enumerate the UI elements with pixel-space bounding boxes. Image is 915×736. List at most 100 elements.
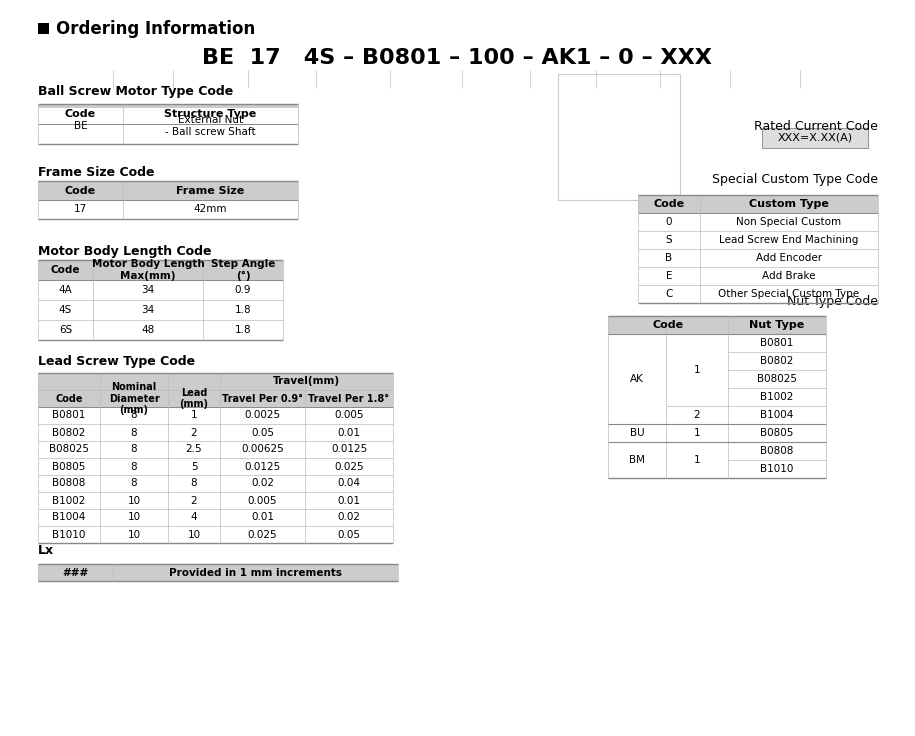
Text: B0802: B0802 bbox=[760, 356, 793, 366]
Bar bbox=[38, 320, 283, 340]
Text: B0801: B0801 bbox=[760, 338, 793, 348]
Text: B0808: B0808 bbox=[760, 446, 793, 456]
Text: 10: 10 bbox=[127, 512, 141, 523]
Text: 2: 2 bbox=[190, 495, 198, 506]
Bar bbox=[38, 260, 283, 280]
Text: 34: 34 bbox=[142, 285, 155, 295]
Text: 0.02: 0.02 bbox=[251, 478, 274, 489]
Text: B1010: B1010 bbox=[760, 464, 793, 474]
Text: 0.0125: 0.0125 bbox=[244, 461, 281, 472]
Bar bbox=[38, 458, 393, 475]
Text: 0.0025: 0.0025 bbox=[244, 411, 281, 420]
Text: 0.01: 0.01 bbox=[338, 495, 361, 506]
Bar bbox=[38, 104, 298, 124]
Bar bbox=[608, 406, 826, 424]
Bar bbox=[38, 181, 298, 200]
Text: Rated Current Code: Rated Current Code bbox=[754, 119, 878, 132]
Text: 10: 10 bbox=[127, 529, 141, 539]
Bar bbox=[638, 249, 878, 267]
Text: B: B bbox=[665, 253, 673, 263]
Text: 1.8: 1.8 bbox=[234, 325, 252, 335]
Text: Non Special Custom: Non Special Custom bbox=[737, 217, 842, 227]
Bar bbox=[38, 280, 283, 300]
Text: Custom Type: Custom Type bbox=[749, 199, 829, 209]
Bar bbox=[638, 195, 878, 213]
Text: 2: 2 bbox=[694, 410, 700, 420]
Text: Lx: Lx bbox=[38, 545, 54, 557]
Text: Add Encoder: Add Encoder bbox=[756, 253, 822, 263]
Bar bbox=[608, 316, 826, 334]
Bar bbox=[38, 108, 298, 144]
Text: Travel Per 1.8°: Travel Per 1.8° bbox=[308, 394, 390, 403]
Text: 8: 8 bbox=[131, 411, 137, 420]
Bar bbox=[38, 300, 283, 320]
Text: Special Custom Type Code: Special Custom Type Code bbox=[712, 174, 878, 186]
Text: 8: 8 bbox=[131, 461, 137, 472]
Text: Code: Code bbox=[65, 185, 96, 196]
Text: E: E bbox=[666, 271, 673, 281]
Text: 10: 10 bbox=[188, 529, 200, 539]
Text: Code: Code bbox=[652, 320, 684, 330]
Text: B1004: B1004 bbox=[760, 410, 793, 420]
Text: Ball Screw Motor Type Code: Ball Screw Motor Type Code bbox=[38, 85, 233, 99]
Text: ###: ### bbox=[62, 567, 89, 578]
Bar bbox=[38, 407, 393, 424]
Text: Travel(mm): Travel(mm) bbox=[273, 377, 340, 386]
Text: B0801: B0801 bbox=[52, 411, 86, 420]
Text: 4A: 4A bbox=[59, 285, 72, 295]
Text: 0.05: 0.05 bbox=[338, 529, 361, 539]
Text: 0.05: 0.05 bbox=[251, 428, 274, 437]
Bar bbox=[762, 128, 868, 148]
Text: AK: AK bbox=[630, 374, 644, 384]
Text: B1004: B1004 bbox=[52, 512, 86, 523]
Text: Code: Code bbox=[653, 199, 684, 209]
Text: 8: 8 bbox=[131, 428, 137, 437]
Bar bbox=[38, 424, 393, 441]
Text: BU: BU bbox=[630, 428, 644, 438]
Bar bbox=[608, 424, 826, 442]
Text: Nut Type Code: Nut Type Code bbox=[787, 294, 878, 308]
Bar bbox=[608, 352, 826, 370]
Text: 2.5: 2.5 bbox=[186, 445, 202, 455]
Text: 2: 2 bbox=[190, 428, 198, 437]
Bar bbox=[38, 23, 49, 34]
Text: Motor Body Length
Max(mm): Motor Body Length Max(mm) bbox=[92, 259, 204, 281]
Text: B08025: B08025 bbox=[757, 374, 797, 384]
Text: 0.9: 0.9 bbox=[235, 285, 252, 295]
Text: 0.01: 0.01 bbox=[338, 428, 361, 437]
Text: Frame Size Code: Frame Size Code bbox=[38, 166, 155, 180]
Text: Code: Code bbox=[55, 394, 82, 403]
Text: B0802: B0802 bbox=[52, 428, 86, 437]
Text: B08025: B08025 bbox=[49, 445, 89, 455]
Text: 1.8: 1.8 bbox=[234, 305, 252, 315]
Text: 1: 1 bbox=[694, 428, 700, 438]
Text: 0.02: 0.02 bbox=[338, 512, 361, 523]
Text: Step Angle
(°): Step Angle (°) bbox=[210, 259, 275, 281]
Text: 0.025: 0.025 bbox=[334, 461, 364, 472]
Bar bbox=[608, 460, 826, 478]
Bar bbox=[608, 388, 826, 406]
Text: Lead
(mm): Lead (mm) bbox=[179, 388, 209, 409]
Bar bbox=[638, 231, 878, 249]
Bar bbox=[220, 373, 221, 390]
Text: XXX=X.XX(A): XXX=X.XX(A) bbox=[778, 133, 853, 143]
Text: Add Brake: Add Brake bbox=[762, 271, 816, 281]
Text: Lead Screw Type Code: Lead Screw Type Code bbox=[38, 355, 195, 367]
Text: Provided in 1 mm increments: Provided in 1 mm increments bbox=[169, 567, 342, 578]
Text: B1002: B1002 bbox=[760, 392, 793, 402]
Text: B1002: B1002 bbox=[52, 495, 86, 506]
Bar bbox=[38, 373, 393, 390]
Text: 8: 8 bbox=[190, 478, 198, 489]
Text: Nut Type: Nut Type bbox=[749, 320, 804, 330]
Text: Code: Code bbox=[50, 265, 81, 275]
Bar bbox=[38, 564, 398, 581]
Bar bbox=[638, 267, 878, 285]
Text: 0.01: 0.01 bbox=[251, 512, 274, 523]
Bar bbox=[608, 370, 826, 388]
Text: Frame Size: Frame Size bbox=[177, 185, 244, 196]
Text: S: S bbox=[666, 235, 673, 245]
Text: 42mm: 42mm bbox=[194, 205, 227, 214]
Text: 0: 0 bbox=[666, 217, 673, 227]
Text: Code: Code bbox=[65, 109, 96, 119]
Bar bbox=[608, 334, 826, 352]
